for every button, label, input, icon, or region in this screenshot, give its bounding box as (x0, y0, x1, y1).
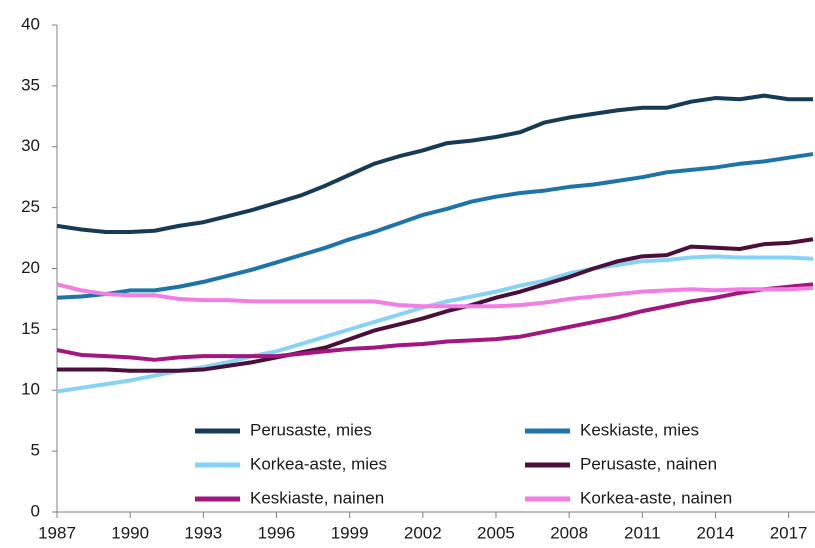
y-tick-label: 20 (21, 258, 40, 277)
y-tick-label: 30 (21, 136, 40, 155)
y-tick-label: 5 (31, 441, 40, 460)
legend-label: Perusaste, mies (250, 420, 372, 439)
y-tick-label: 25 (21, 197, 40, 216)
x-tick-label: 2014 (697, 523, 735, 542)
legend-label: Perusaste, nainen (580, 454, 717, 473)
series-line (57, 237, 814, 373)
x-tick-label: 1996 (258, 523, 296, 542)
x-tick-label: 2017 (770, 523, 808, 542)
legend-label: Keskiaste, nainen (250, 488, 384, 507)
y-tick-label: 15 (21, 319, 40, 338)
y-tick-label: 10 (21, 380, 40, 399)
x-tick-label: 1990 (111, 523, 149, 542)
legend-label: Keskiaste, mies (580, 420, 699, 439)
x-tick-label: 2002 (404, 523, 442, 542)
x-tick-label: 2008 (550, 523, 588, 542)
y-tick-label: 0 (31, 501, 40, 520)
x-tick-label: 2005 (477, 523, 515, 542)
series-line (56, 152, 814, 300)
x-tick-label: 2011 (624, 523, 661, 542)
legend-label: Korkea-aste, mies (250, 454, 387, 473)
x-tick-label: 1987 (38, 523, 76, 542)
series-line (56, 282, 814, 309)
series-line (56, 93, 813, 234)
series-line (56, 282, 814, 362)
y-tick-label: 40 (21, 14, 40, 33)
legend-label: Korkea-aste, nainen (580, 488, 732, 507)
y-tick-label: 35 (21, 75, 40, 94)
x-tick-label: 1993 (184, 523, 222, 542)
x-tick-label: 1999 (331, 523, 369, 542)
